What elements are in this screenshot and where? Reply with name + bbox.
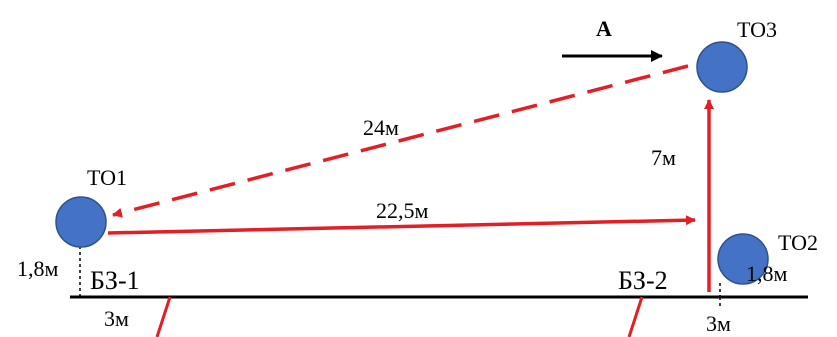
node-to3 <box>696 41 748 93</box>
node-to2 <box>717 233 769 285</box>
label-to1-height: 1,8м <box>17 256 59 281</box>
label-dist-to1-to2: 22,5м <box>376 198 429 223</box>
label-bz2-offset: 3м <box>706 311 731 336</box>
bz1-exit-mark <box>155 296 172 337</box>
bz2-exit-mark <box>627 296 644 337</box>
label-to2: ТО2 <box>778 230 818 255</box>
label-to2-height: 1,8м <box>746 261 788 286</box>
label-dist-to3-to1: 24м <box>363 115 399 140</box>
route-to3-to1 <box>112 64 689 218</box>
node-to1 <box>55 196 107 248</box>
label-bz1: БЗ-1 <box>90 266 140 295</box>
label-to1: ТО1 <box>87 165 127 190</box>
route-to1-to2 <box>107 215 696 235</box>
label-dist-bz2-to3: 7м <box>651 145 676 170</box>
label-direction: А <box>596 16 612 41</box>
label-bz1-offset: 3м <box>104 306 129 331</box>
label-bz2: БЗ-2 <box>618 266 668 295</box>
label-to3: ТО3 <box>737 17 777 42</box>
